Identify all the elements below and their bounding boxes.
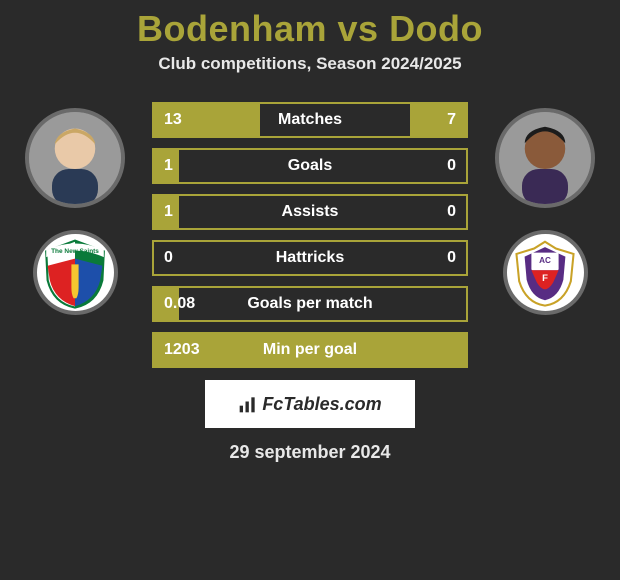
watermark: FcTables.com	[205, 380, 415, 428]
shield-icon: AC F	[511, 239, 579, 307]
person-icon	[499, 112, 591, 204]
shield-icon: The New Saints	[39, 237, 111, 309]
svg-text:The New Saints: The New Saints	[51, 247, 99, 254]
stat-row: 0.08Goals per match	[152, 286, 468, 322]
stat-label: Hattricks	[154, 249, 466, 267]
stat-label: Matches	[154, 111, 466, 129]
right-team-badge: AC F	[503, 230, 588, 315]
subtitle: Club competitions, Season 2024/2025	[0, 54, 620, 74]
svg-text:AC: AC	[539, 255, 551, 264]
title-right-player: Dodo	[389, 8, 483, 49]
left-player-avatar	[25, 108, 125, 208]
stat-row: 137Matches	[152, 102, 468, 138]
watermark-text: FcTables.com	[262, 394, 381, 415]
title-vs: vs	[338, 8, 379, 49]
stat-label: Assists	[154, 203, 466, 221]
comparison-card: Bodenham vs Dodo Club competitions, Seas…	[0, 0, 620, 463]
stat-row: 00Hattricks	[152, 240, 468, 276]
footer-date: 29 september 2024	[0, 442, 620, 463]
right-column: AC F	[490, 102, 600, 315]
main-area: The New Saints 137Matches 10Goals 10Assist…	[0, 102, 620, 368]
stat-label: Min per goal	[154, 341, 466, 359]
stats-column: 137Matches 10Goals 10Assists 00Hattricks 0.0…	[130, 102, 490, 368]
title-left-player: Bodenham	[137, 8, 327, 49]
stat-row: 10Goals	[152, 148, 468, 184]
left-column: The New Saints	[20, 102, 130, 315]
stat-label: Goals per match	[154, 295, 466, 313]
person-icon	[29, 112, 121, 204]
svg-text:F: F	[542, 273, 548, 284]
stat-label: Goals	[154, 157, 466, 175]
stat-row: 1203Min per goal	[152, 332, 468, 368]
page-title: Bodenham vs Dodo	[0, 8, 620, 50]
stat-row: 10Assists	[152, 194, 468, 230]
right-player-avatar	[495, 108, 595, 208]
left-team-badge: The New Saints	[33, 230, 118, 315]
chart-icon	[238, 394, 258, 414]
